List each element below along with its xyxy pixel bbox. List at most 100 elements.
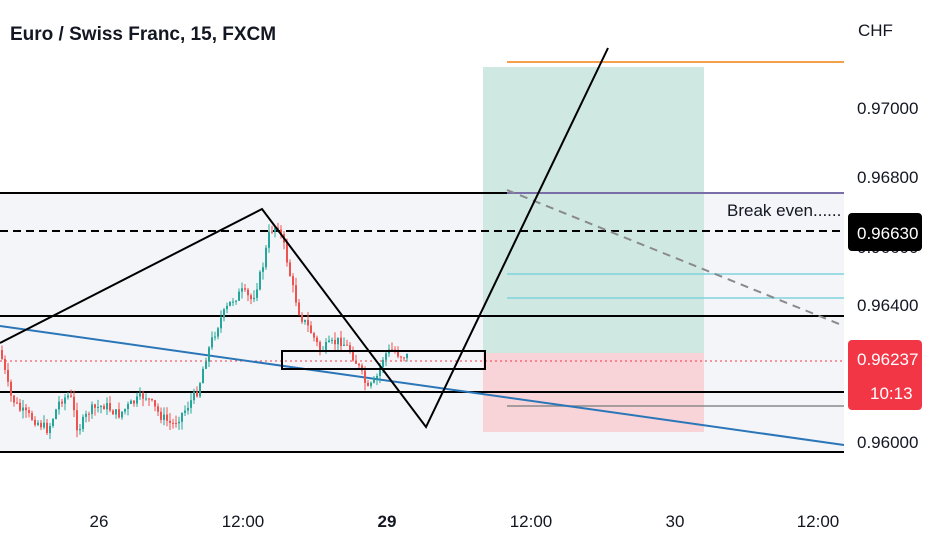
candle-body [34,419,36,425]
candle-body [13,395,15,403]
candle-body [301,314,303,322]
candle-body [109,403,111,411]
zigzag-path[interactable] [0,47,609,429]
candle-body [4,358,6,370]
candle-body [355,360,357,364]
time-label: 12:00 [797,512,840,531]
candle-body [112,410,114,415]
candle-body [289,262,291,277]
candle-body [64,397,66,404]
candle-body [259,271,261,290]
candle-body [247,289,249,296]
trend-line[interactable] [0,325,845,446]
candles-group [1,222,408,440]
candle-body [178,421,180,424]
time-axis: 26 12:00 29 12:00 30 12:00 [90,512,840,531]
candle-body [319,342,321,351]
candle-body [28,410,30,413]
candle-body [7,369,9,382]
target-zone[interactable] [483,67,704,353]
candle-body [118,409,120,418]
time-label: 26 [90,512,109,531]
candle-body [115,409,117,415]
candle-body [184,410,186,413]
candle-body [367,382,369,386]
candle-body [391,349,393,351]
candle-body [19,402,21,411]
candle-body [145,398,147,400]
candle-body [49,426,51,434]
candle-body [91,404,93,415]
candle-body [190,400,192,408]
candle-body [220,317,222,329]
candle-body [208,347,210,362]
candle-body [37,422,39,425]
price-tick-1: 0.96800 [857,168,918,187]
time-label: 30 [666,512,685,531]
candle-body [205,361,207,369]
candle-body [58,401,60,410]
candle-body [406,353,408,359]
candle-body [352,351,354,361]
candle-body [298,302,300,315]
candle-body [376,376,378,379]
candle-body [46,422,48,434]
candle-body [121,411,123,418]
candle-body [232,301,234,303]
candle-body [250,295,252,300]
candle-body [292,276,294,286]
chart-title: Euro / Swiss Franc, 15, FXCM [10,24,277,45]
candle-body [328,340,330,343]
current-price-text: 0.96237 [857,350,918,369]
candle-body [130,400,132,404]
candle-body [256,289,258,298]
candle-body [199,383,201,397]
candle-body [55,409,57,420]
time-label: 29 [378,512,397,531]
candle-body [193,391,195,401]
candle-body [382,359,384,368]
candle-body [76,410,78,431]
candle-body [337,337,339,345]
price-tick-3: 0.96000 [857,433,918,452]
candle-body [43,422,45,428]
candle-body [238,291,240,301]
candle-body [379,367,381,377]
candle-body [385,353,387,360]
candle-body [25,407,27,411]
marker-price-text: 0.96630 [857,224,918,243]
candle-body [22,407,24,411]
candle-body [127,403,129,410]
candle-body [196,391,198,397]
candle-body [52,419,54,427]
candle-body [82,416,84,430]
candle-body [187,407,189,411]
projection-line[interactable] [506,189,845,327]
candle-body [316,337,318,343]
candle-body [172,422,174,424]
candle-body [364,370,366,383]
countdown-text: 10:13 [870,384,913,403]
candle-body [211,337,213,348]
candle-body [73,396,75,411]
candle-body [124,409,126,412]
candle-body [16,402,18,404]
price-tick-0: 0.97000 [857,99,918,118]
candle-body [241,288,243,292]
candle-body [61,401,63,404]
time-label: 12:00 [222,512,265,531]
candle-body [160,411,162,420]
candle-body [1,350,3,359]
candle-body [334,339,336,345]
candle-body [142,393,144,399]
break-even-label: Break even...... [727,201,841,220]
price-tick-2: 0.96400 [857,296,918,315]
candle-body [163,414,165,420]
candle-body [226,305,228,310]
candle-body [10,381,12,396]
candle-body [154,400,156,407]
candle-body [169,420,171,423]
candle-body [94,404,96,408]
candle-body [253,297,255,300]
